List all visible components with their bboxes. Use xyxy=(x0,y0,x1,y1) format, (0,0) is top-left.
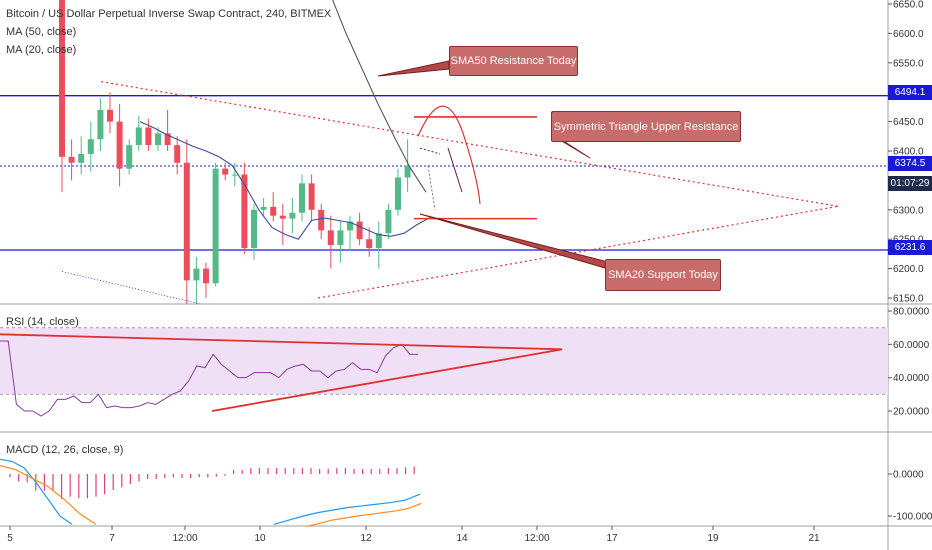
triangle-lower-line xyxy=(317,205,839,299)
macd-legend[interactable]: MACD (12, 26, close, 9) xyxy=(6,444,124,456)
candle-body xyxy=(59,0,65,157)
candle-body xyxy=(260,206,267,210)
rsi-pane xyxy=(0,327,888,417)
rsi-tick-label: 80.0000 xyxy=(893,307,930,318)
candle-body xyxy=(183,162,190,281)
x-tick-label: 14 xyxy=(456,533,468,544)
symbol-title: Bitcoin / US Dollar Perpetual Inverse Sw… xyxy=(6,8,332,20)
x-tick-label: 12:00 xyxy=(524,533,549,544)
candle-body xyxy=(203,268,209,284)
candle-body xyxy=(395,177,401,210)
price-tick-label: 6550.0 xyxy=(893,58,924,69)
signal-line xyxy=(0,465,97,525)
candle-body xyxy=(135,127,142,146)
candle-body xyxy=(356,221,363,240)
price-tick-label: 6300.0 xyxy=(893,205,924,216)
macd-line-late xyxy=(273,493,421,525)
rsi-line xyxy=(0,340,419,417)
candle-body xyxy=(174,145,181,163)
candle-body xyxy=(308,183,315,210)
candle-body xyxy=(289,212,296,219)
rsi-tick-label: 60.0000 xyxy=(893,340,930,351)
sma20-callout-arrow xyxy=(419,213,609,269)
triangle-upper-line xyxy=(101,81,839,207)
rsi-trend-upper xyxy=(0,333,563,351)
x-tick-label: 5 xyxy=(7,533,13,544)
price-tick-label: 6650.0 xyxy=(893,0,924,11)
candle-body xyxy=(270,206,277,216)
candle-body xyxy=(87,139,94,154)
candle-body xyxy=(231,174,238,176)
candle-body xyxy=(251,209,257,249)
x-tick-label: 21 xyxy=(808,533,820,544)
countdown-badge: 01:07:29 xyxy=(888,176,932,191)
forecast-arrow-up xyxy=(419,147,441,155)
macd-tick-label: 0.0000 xyxy=(893,470,924,481)
macd-tick-label: -100.0000 xyxy=(893,512,932,523)
candle-body xyxy=(327,230,334,246)
price-tick-label: 6400.0 xyxy=(893,147,924,158)
x-tick-label: 17 xyxy=(606,533,618,544)
candle-body xyxy=(404,165,411,178)
candle-body xyxy=(337,230,344,246)
sma20-support-callout[interactable]: SMA20 Support Today xyxy=(605,259,721,291)
resistance-price-badge: 6494.1 xyxy=(888,85,932,100)
candle-body xyxy=(241,174,248,249)
x-tick-label: 19 xyxy=(707,533,719,544)
candle-body xyxy=(375,233,382,249)
candle-body xyxy=(299,183,305,213)
candle-body xyxy=(145,127,152,146)
candle-body xyxy=(68,156,75,163)
x-tick-label: 10 xyxy=(254,533,266,544)
candle-body xyxy=(78,153,85,163)
x-tick-label: 12:00 xyxy=(172,533,197,544)
candle-body xyxy=(155,133,161,146)
triangle-resistance-callout[interactable]: Symmetric Triangle Upper Resistance xyxy=(551,111,741,142)
ma50-legend[interactable]: MA (50, close) xyxy=(6,26,77,38)
candle-body xyxy=(385,209,392,234)
candle-body xyxy=(347,221,353,231)
last-price-badge: 6374.5 xyxy=(888,156,932,171)
forecast-arrow xyxy=(447,147,463,193)
sma50-callout-arrow xyxy=(377,60,450,77)
annotation-arrows xyxy=(377,60,609,269)
ma20-legend[interactable]: MA (20, close) xyxy=(6,44,77,56)
axes: 6650.06600.06550.06500.06450.06400.06350… xyxy=(7,0,932,544)
macd-line xyxy=(0,458,73,525)
ma50-line xyxy=(332,0,427,193)
rsi-trend-lower xyxy=(211,348,563,412)
forecast-drop-dotted xyxy=(427,165,436,210)
price-tick-label: 6150.0 xyxy=(893,294,924,305)
candle-body xyxy=(116,121,123,169)
candle-body xyxy=(318,209,325,231)
macd-pane xyxy=(0,458,422,528)
candle-body xyxy=(107,109,113,122)
candle-body xyxy=(164,133,171,146)
rsi-tick-label: 20.0000 xyxy=(893,407,930,418)
signal-line-late xyxy=(305,502,422,528)
price-tick-label: 6200.0 xyxy=(893,264,924,275)
price-tick-label: 6600.0 xyxy=(893,29,924,40)
candle-body xyxy=(222,168,229,175)
support-price-badge: 6231.6 xyxy=(888,240,932,255)
candle-body xyxy=(279,215,286,219)
candle-body xyxy=(126,145,133,169)
old-support-line xyxy=(61,271,201,305)
ma20-line xyxy=(139,121,431,240)
x-tick-label: 12 xyxy=(360,533,372,544)
candle-body xyxy=(366,239,373,249)
sma50-resistance-callout[interactable]: SMA50 Resistance Today xyxy=(449,46,578,76)
rsi-legend[interactable]: RSI (14, close) xyxy=(6,316,79,328)
rsi-tick-label: 40.0000 xyxy=(893,373,930,384)
x-tick-label: 7 xyxy=(109,533,115,544)
price-pane xyxy=(0,0,888,305)
candle-body xyxy=(193,268,200,281)
candle-body xyxy=(97,109,104,140)
forecast-path xyxy=(417,105,481,204)
candle-body xyxy=(212,168,219,284)
price-tick-label: 6450.0 xyxy=(893,117,924,128)
